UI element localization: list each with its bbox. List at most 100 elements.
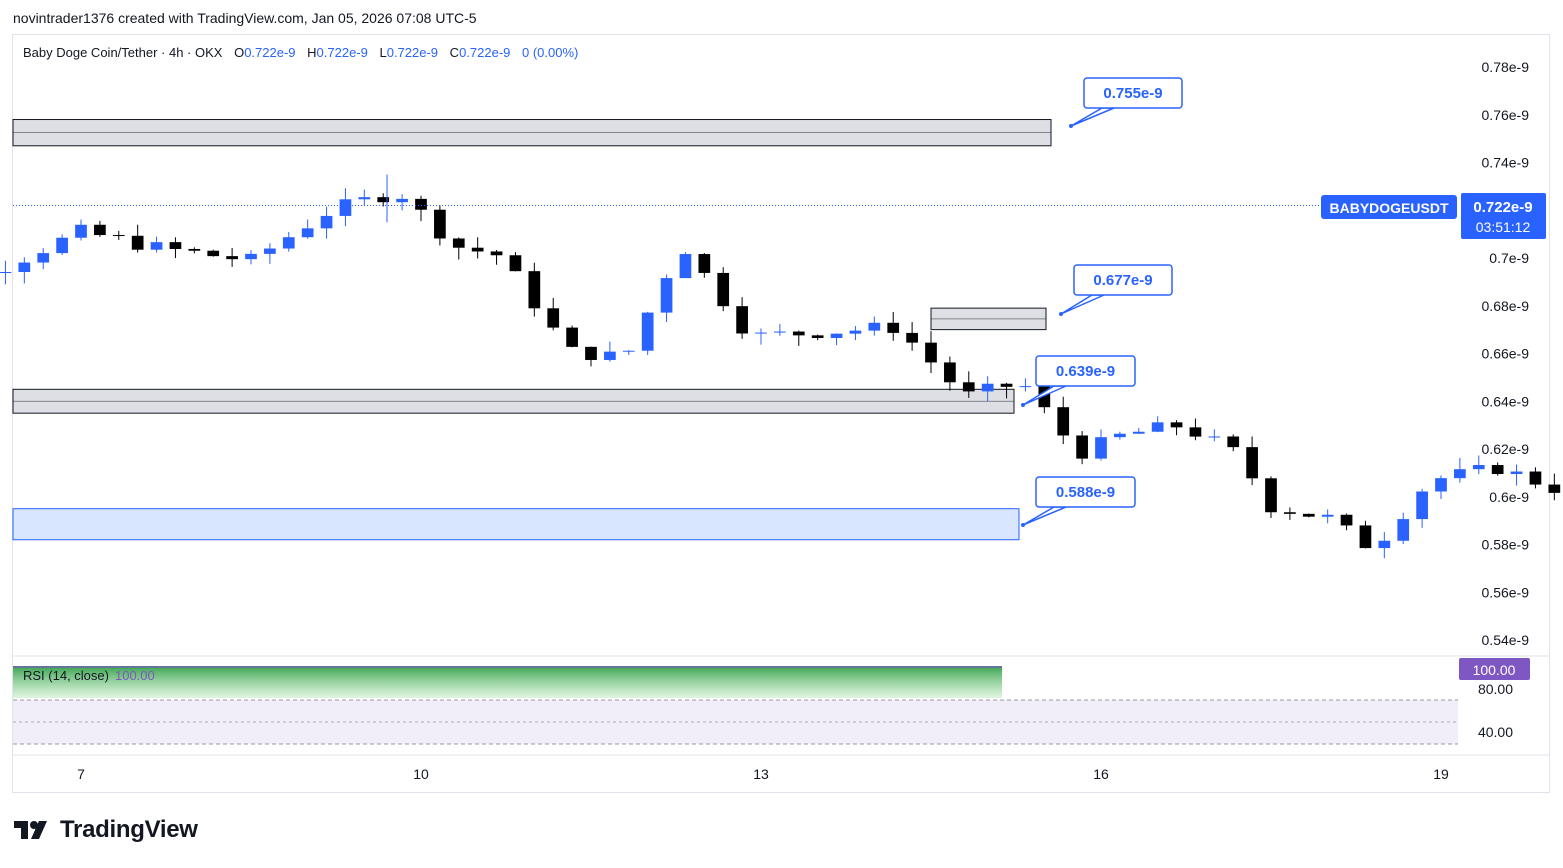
candle-body-28: [396, 198, 408, 203]
candle-body-70: [1189, 427, 1202, 437]
close-label: C: [449, 45, 460, 60]
high-value: 0.722e-9: [316, 45, 368, 60]
price-axis[interactable]: 0.78e-90.76e-90.74e-90.72e-90.7e-90.68e-…: [13, 59, 1549, 657]
callout-label: 0.639e-9: [1056, 363, 1115, 380]
candle-body-55: [906, 332, 918, 343]
candle-body-63: [1057, 407, 1070, 436]
y-tick-label: 0.74e-9: [1482, 155, 1530, 171]
candle-body-54: [887, 322, 900, 333]
symbol-name[interactable]: Baby Doge Coin/Tether · 4h · OKX: [23, 45, 223, 60]
candle-body-30: [434, 209, 446, 239]
x-tick-label: 13: [753, 766, 769, 782]
y-tick-label: 0.58e-9: [1482, 537, 1530, 553]
candle-body-33: [490, 251, 503, 256]
candle-body-89: [1548, 484, 1561, 493]
candle-body-50: [811, 335, 824, 338]
rsi-value-badge: [1459, 658, 1530, 680]
x-tick-label: 7: [77, 766, 85, 782]
candle-body-44: [698, 254, 711, 273]
candle-body-79: [1359, 525, 1372, 549]
candle-body-26: [358, 197, 371, 200]
candle-body-49: [792, 331, 805, 336]
candle-body-77: [1321, 514, 1334, 517]
candle-body-60: [1000, 383, 1013, 387]
tradingview-logo[interactable]: TradingView: [14, 816, 198, 844]
candle-body-69: [1170, 422, 1183, 428]
candle-body-11: [75, 224, 87, 238]
price-tag: BABYDOGEUSDT 0.722e-9 03:51:12: [1321, 193, 1546, 239]
callout-dot: [1059, 312, 1063, 316]
callout-pointer: [1022, 506, 1067, 526]
callout-dot: [1021, 403, 1025, 407]
candle-body-68: [1151, 422, 1164, 432]
candle-body-80: [1378, 540, 1391, 549]
candle-body-41: [641, 312, 654, 351]
candle-body-73: [1246, 447, 1258, 479]
candle-body-23: [301, 228, 314, 238]
price-tag-value: 0.722e-9: [1473, 199, 1532, 216]
candle-body-43: [679, 254, 692, 279]
tradingview-logo-icon: [14, 821, 47, 839]
candle-body-19: [226, 256, 238, 260]
candle-body-64: [1076, 435, 1088, 459]
candle-body-82: [1416, 491, 1428, 520]
y-tick-label: 0.64e-9: [1482, 393, 1530, 409]
open-label: O: [234, 45, 245, 60]
price-callout-1: 0.755e-9: [1069, 77, 1183, 128]
ticker-tag-text: BABYDOGEUSDT: [1329, 200, 1448, 216]
candle-body-52: [849, 330, 862, 334]
candle-body-12: [94, 224, 106, 236]
candle-body-57: [944, 362, 956, 383]
candle-body-36: [547, 308, 560, 328]
candle-body-17: [188, 248, 201, 251]
rsi-level-label-80: 80.00: [1478, 681, 1513, 697]
price-tag-box: [1461, 193, 1546, 239]
candle-body-75: [1284, 512, 1296, 514]
y-tick-label: 0.78e-9: [1482, 59, 1530, 75]
candle-body-74: [1265, 478, 1277, 513]
candle-body-59: [981, 383, 994, 392]
y-tick-label: 0.62e-9: [1482, 441, 1530, 457]
candle-body-84: [1454, 469, 1466, 479]
open-value: 0.722e-9: [244, 45, 296, 60]
callout-box: [1035, 355, 1136, 387]
low-label: L: [379, 45, 387, 60]
callout-label: 0.677e-9: [1093, 272, 1152, 289]
candle-body-38: [585, 346, 597, 360]
candle-body-13: [112, 235, 125, 237]
rsi-legend: RSI (14, close) 100.00: [23, 668, 155, 683]
rsi-level-label-40: 40.00: [1478, 724, 1513, 740]
close-value: 0.722e-9: [459, 45, 511, 60]
y-tick-label: 0.66e-9: [1482, 346, 1530, 362]
x-tick-label: 19: [1433, 766, 1449, 782]
change-value: 0 (0.00%): [522, 45, 579, 60]
callout-label: 0.755e-9: [1103, 85, 1162, 102]
candle-body-22: [282, 237, 295, 249]
candle-body-8: [18, 262, 31, 273]
time-axis[interactable]: 71013161922252820264710131619: [13, 754, 1563, 782]
candle-body-83: [1435, 478, 1447, 492]
callout-pointer: [1070, 107, 1115, 127]
price-callout-4: 0.588e-9: [1021, 476, 1136, 527]
candle-body-16: [169, 242, 182, 249]
y-tick-label: 0.7e-9: [1489, 250, 1529, 266]
candle-body-53: [868, 322, 881, 331]
candle-body-62: [1038, 386, 1051, 408]
high-label: H: [307, 45, 317, 60]
candle-body-51: [830, 333, 843, 338]
callout-box: [1073, 264, 1173, 296]
y-tick-label: 0.56e-9: [1482, 584, 1530, 600]
y-tick-label: 0.76e-9: [1482, 107, 1530, 123]
candle-body-45: [717, 272, 730, 307]
candle-body-39: [604, 351, 616, 360]
candle-body-34: [509, 255, 522, 272]
rsi-label[interactable]: RSI (14, close): [23, 668, 109, 683]
callouts-layer: 0.755e-9 0.677e-9 0.639e-9 0.588e-9: [1021, 77, 1183, 527]
candle-body-76: [1302, 513, 1315, 517]
candle-body-31: [452, 238, 465, 248]
candle-body-46: [736, 306, 748, 334]
rsi-pane[interactable]: 80.00 40.00 100.00: [13, 658, 1530, 745]
candle-body-9: [37, 253, 50, 263]
attribution-text: novintrader1376 created with TradingView…: [13, 10, 477, 26]
